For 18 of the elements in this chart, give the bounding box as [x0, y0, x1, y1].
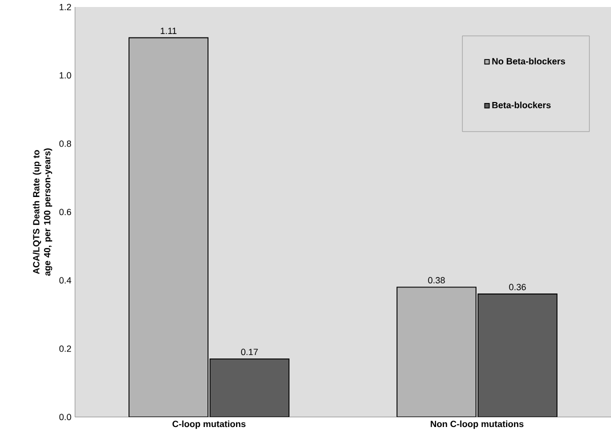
y-tick-label: 0.4: [59, 277, 72, 284]
data-label: 0.38: [428, 277, 445, 284]
x-tick-label: Non C-loop mutations: [430, 420, 524, 429]
bar: [396, 286, 476, 417]
data-label: 0.17: [241, 348, 258, 356]
y-tick-label: 0.8: [59, 140, 72, 147]
legend-label: Beta-blockers: [492, 102, 551, 108]
y-tick-label: 0.2: [59, 345, 72, 352]
y-tick-label: 0.0: [59, 414, 72, 420]
bar: [128, 37, 208, 417]
y-tick-label: 1.0: [60, 72, 72, 79]
data-label: 1.11: [160, 28, 176, 34]
y-axis-title: ACA/LQTS Death Rate (up to age 40, per 100 person-years): [32, 148, 52, 276]
x-tick-label: C-loop mutations: [172, 420, 246, 429]
data-label: 0.36: [509, 284, 526, 290]
y-tick-label: 0.6: [59, 208, 72, 216]
y-tick-label: 1.2: [60, 4, 72, 10]
legend-label: No Beta-blockers: [492, 58, 566, 64]
